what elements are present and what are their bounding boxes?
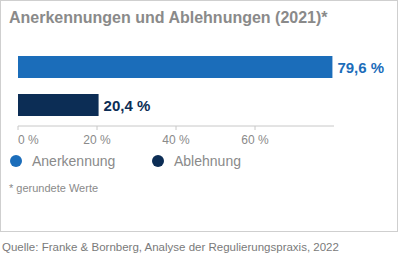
bar <box>18 94 99 116</box>
legend-label: Ablehnung <box>174 153 241 169</box>
title: Anerkennungen und Ablehnungen (2021)* <box>9 9 328 26</box>
legend-swatch <box>152 155 164 167</box>
data-label: 79,6 % <box>337 59 384 76</box>
chart: Anerkennungen und Ablehnungen (2021)* 0 %… <box>0 0 398 260</box>
x-tick <box>176 126 177 130</box>
bars <box>18 56 332 116</box>
footnote: * gerundete Werte <box>9 182 98 194</box>
data-label: 20,4 % <box>104 97 151 114</box>
x-tick-label: 40 % <box>162 133 190 147</box>
legend-label: Anerkennung <box>32 153 115 169</box>
x-tick <box>97 126 98 130</box>
source: Quelle: Franke & Bornberg, Analyse der R… <box>2 241 339 253</box>
legend: Anerkennung Ablehnung <box>10 153 241 169</box>
x-tick-label: 20 % <box>83 133 111 147</box>
x-tick <box>18 126 19 130</box>
panel-frame <box>1 1 398 232</box>
legend-swatch <box>10 155 22 167</box>
bar <box>18 56 332 78</box>
x-tick-label: 60 % <box>241 133 269 147</box>
x-tick <box>255 126 256 130</box>
x-tick-label: 0 % <box>18 133 39 147</box>
